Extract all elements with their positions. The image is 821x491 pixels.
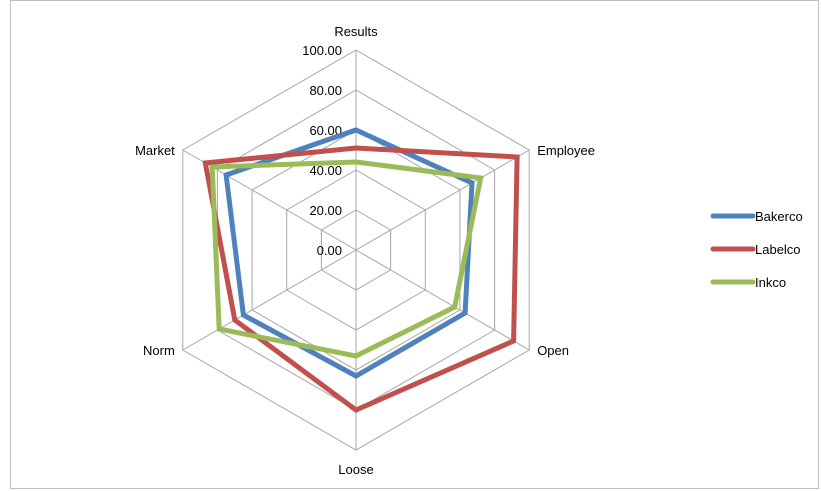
axis-label-loose: Loose — [338, 462, 373, 477]
axis-label-market: Market — [135, 143, 175, 158]
tick-label: 80.00 — [309, 83, 342, 98]
axis-label-employee: Employee — [537, 143, 595, 158]
tick-label: 0.00 — [317, 243, 342, 258]
legend-label-bakerco: Bakerco — [755, 209, 803, 224]
axis-label-results: Results — [334, 24, 378, 39]
legend: Bakerco Labelco Inkco — [710, 209, 803, 290]
legend-label-inkco: Inkco — [755, 275, 786, 290]
chart-frame — [10, 0, 819, 489]
axis-label-open: Open — [537, 343, 569, 358]
axis-label-norm: Norm — [143, 343, 175, 358]
grid-layer — [182, 49, 530, 451]
tick-label: 60.00 — [309, 123, 342, 138]
series-bakerco — [223, 127, 475, 379]
legend-label-labelco: Labelco — [755, 242, 801, 257]
tick-labels: 0.00 20.00 40.00 60.00 80.00 100.00 — [302, 43, 342, 258]
tick-label: 40.00 — [309, 163, 342, 178]
tick-label: 20.00 — [309, 203, 342, 218]
tick-label: 100.00 — [302, 43, 342, 58]
axis-spoke — [355, 149, 530, 251]
series-labelco — [202, 145, 520, 413]
axis-spoke — [355, 249, 530, 351]
series-layer — [202, 127, 520, 413]
series-inkco — [209, 159, 484, 359]
axis-spoke — [182, 249, 357, 351]
axis-labels: Results Employee Open Loose Norm Market — [135, 24, 595, 477]
